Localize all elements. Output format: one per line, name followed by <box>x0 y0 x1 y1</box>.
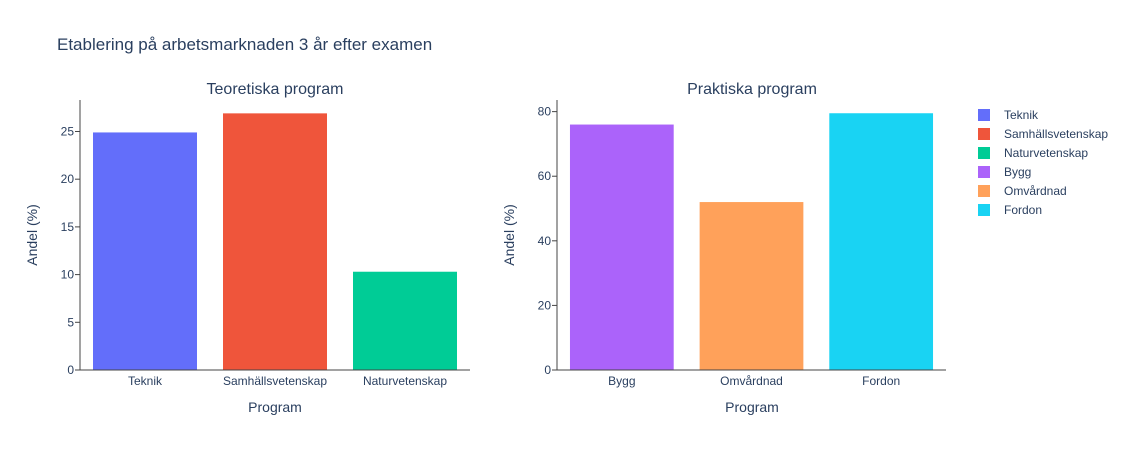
bar-samhällsvetenskap[interactable] <box>223 113 327 371</box>
legend-swatch[interactable] <box>978 204 990 216</box>
chart-title: Teoretiska program <box>207 81 344 98</box>
x-tick-label: Omvårdnad <box>720 374 783 388</box>
legend-item[interactable]: Fordon <box>1004 203 1042 217</box>
legend-item[interactable]: Omvårdnad <box>1004 184 1067 198</box>
legend-swatch[interactable] <box>978 128 990 140</box>
legend-swatch[interactable] <box>978 166 990 178</box>
y-tick-label: 0 <box>544 363 551 377</box>
bar-naturvetenskap[interactable] <box>353 271 457 370</box>
y-tick-label: 0 <box>67 363 74 377</box>
chart-title: Praktiska program <box>687 81 817 98</box>
bar-teknik[interactable] <box>93 132 197 370</box>
bar-omvårdnad[interactable] <box>699 202 804 370</box>
chart-praktiska: Praktiska program Program Andel (%) Bygg… <box>501 81 946 415</box>
legend-swatch[interactable] <box>978 109 990 121</box>
y-tick-label: 15 <box>61 220 75 234</box>
y-tick-label: 10 <box>61 268 75 282</box>
bar-bygg[interactable] <box>569 124 674 370</box>
bar-fordon[interactable] <box>829 113 934 370</box>
y-tick-label: 5 <box>67 315 74 329</box>
x-tick-label: Naturvetenskap <box>363 374 447 388</box>
y-axis-title: Andel (%) <box>501 204 517 265</box>
y-tick-label: 60 <box>538 169 552 183</box>
x-axis-title: Program <box>248 399 302 415</box>
legend: Teknik Samhällsvetenskap Naturvetenskap Byg… <box>978 108 1108 217</box>
y-tick-label: 80 <box>538 105 552 119</box>
y-tick-label: 40 <box>538 234 552 248</box>
y-tick-label: 20 <box>538 298 552 312</box>
legend-item[interactable]: Teknik <box>1004 108 1039 122</box>
x-tick-label: Bygg <box>608 374 635 388</box>
legend-swatch[interactable] <box>978 147 990 159</box>
y-tick-label: 20 <box>61 172 75 186</box>
x-tick-label: Teknik <box>128 374 163 388</box>
legend-item[interactable]: Bygg <box>1004 165 1031 179</box>
x-axis-title: Program <box>725 399 779 415</box>
x-tick-label: Fordon <box>862 374 900 388</box>
legend-item[interactable]: Samhällsvetenskap <box>1004 127 1108 141</box>
chart-teoretiska: Teoretiska program Program Andel (%) Tek… <box>24 81 470 415</box>
legend-item[interactable]: Naturvetenskap <box>1004 146 1088 160</box>
x-tick-label: Samhällsvetenskap <box>223 374 327 388</box>
y-tick-label: 25 <box>61 124 75 138</box>
y-axis-title: Andel (%) <box>24 204 40 265</box>
figure-title: Etablering på arbetsmarknaden 3 år efter… <box>57 35 432 54</box>
legend-swatch[interactable] <box>978 185 990 197</box>
